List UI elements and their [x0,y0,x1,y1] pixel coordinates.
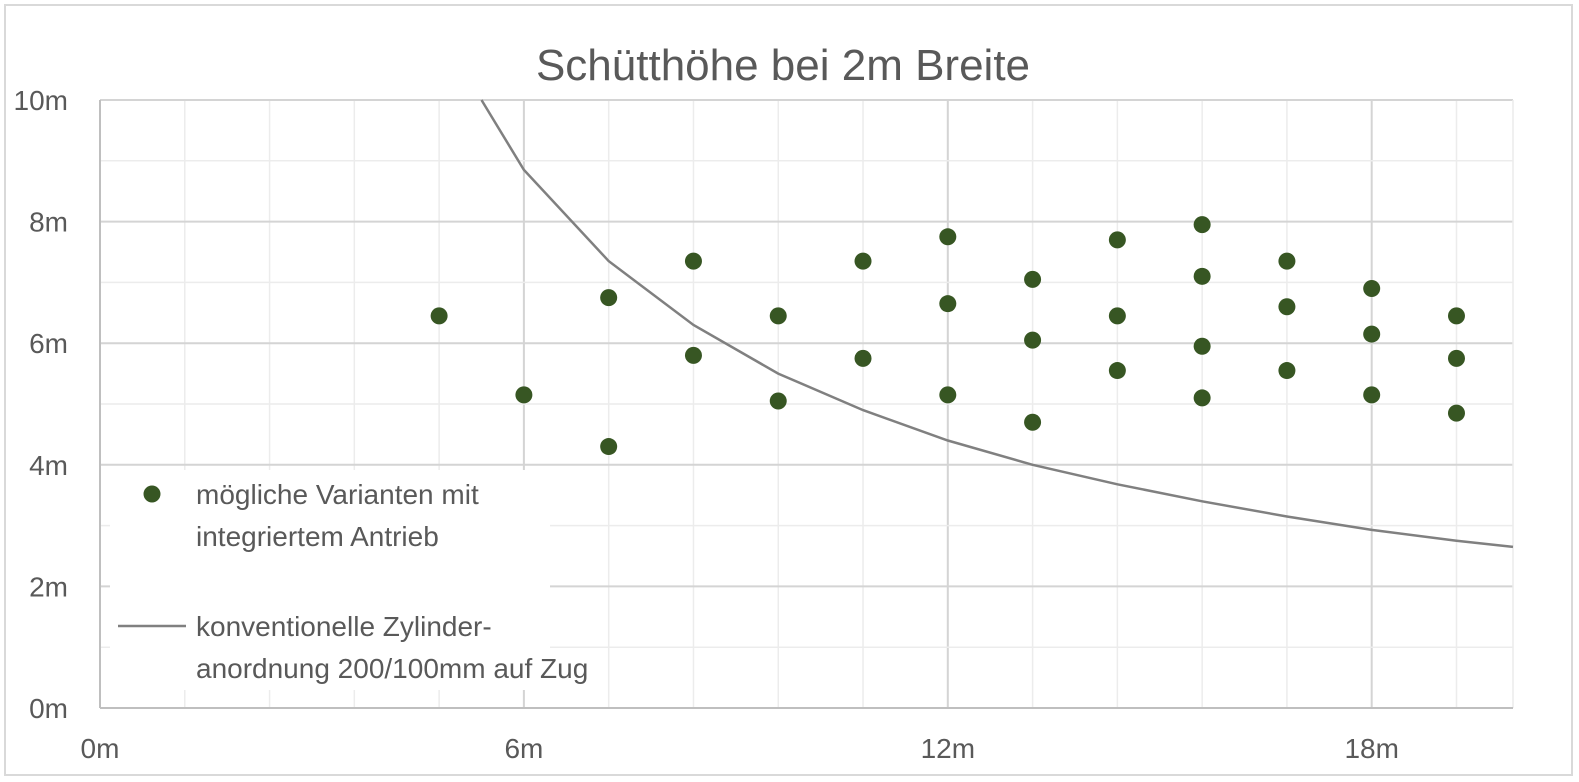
y-tick-label: 10m [14,85,68,116]
data-point [1363,279,1381,297]
y-tick-label: 8m [29,207,68,238]
cylinder-curve-line [480,99,1514,549]
legend-label-line: konventionelle Zylinder- [196,611,492,642]
x-tick-label: 12m [921,733,975,764]
data-point [684,252,702,270]
x-tick-label: 0m [81,733,120,764]
legend-label-points: integriertem Antrieb [196,521,439,552]
y-tick-label: 0m [29,693,68,724]
data-point [939,228,957,246]
data-point [1024,413,1042,431]
data-point [1278,362,1296,380]
data-point [684,346,702,364]
data-point [1193,389,1211,407]
data-point [1447,349,1465,367]
data-point [1193,337,1211,355]
point-series [430,216,1465,456]
data-point [1108,231,1126,249]
chart-title: Schütthöhe bei 2m Breite [536,41,1030,90]
data-point [1108,307,1126,325]
data-point [430,307,448,325]
data-point [939,295,957,313]
tick-labels: 0m 2m 4m 6m 8m 10m 0m 6m 12m 18m [14,85,1399,764]
data-point [1024,270,1042,288]
data-point [1447,307,1465,325]
line-series [480,99,1514,549]
data-point [1024,331,1042,349]
x-tick-label: 6m [504,733,543,764]
legend-label-points: mögliche Varianten mit [196,479,479,510]
data-point [1193,216,1211,234]
data-point [1278,298,1296,316]
data-point [939,386,957,404]
legend-marker-point [143,485,161,503]
data-point [769,392,787,410]
legend-label-line: anordnung 200/100mm auf Zug [196,653,588,684]
data-point [1363,325,1381,343]
legend-background [110,470,550,690]
data-point [769,307,787,325]
x-tick-label: 18m [1344,733,1398,764]
data-point [854,252,872,270]
y-tick-label: 2m [29,571,68,602]
data-point [1447,404,1465,422]
data-point [515,386,533,404]
data-point [600,438,618,456]
data-point [1363,386,1381,404]
data-point [1193,267,1211,285]
data-point [854,349,872,367]
data-point [600,289,618,307]
y-tick-label: 4m [29,450,68,481]
data-point [1108,362,1126,380]
axes [99,100,1513,709]
y-tick-label: 6m [29,328,68,359]
data-point [1278,252,1296,270]
legend: mögliche Varianten mit integriertem Antri… [110,470,588,690]
